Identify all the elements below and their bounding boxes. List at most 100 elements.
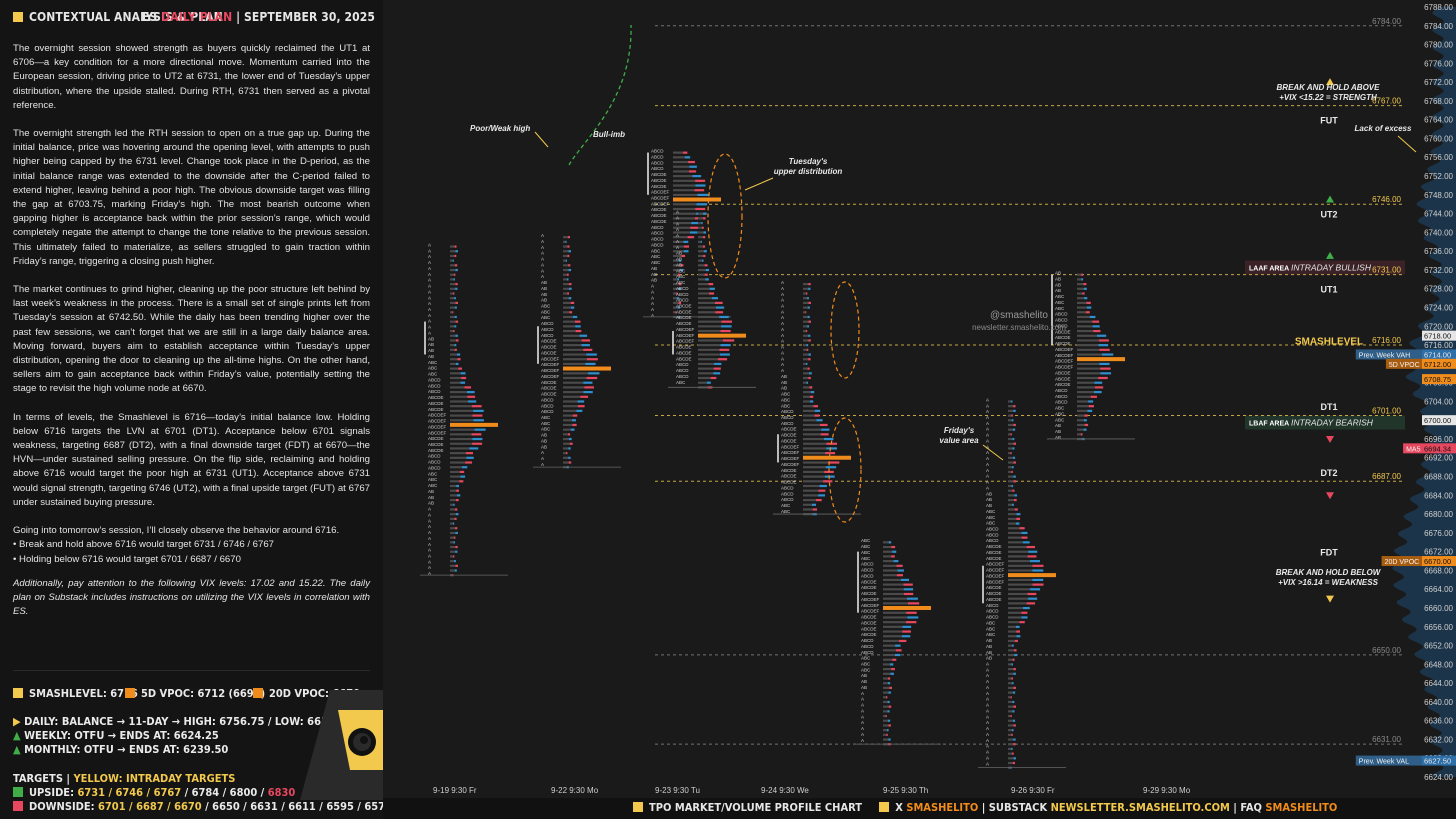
volume-bar-delta xyxy=(813,405,818,408)
volume-bar-grey xyxy=(803,348,807,351)
volume-bar-delta xyxy=(808,287,811,290)
volume-bar-delta xyxy=(566,278,569,281)
upside-extreme: 6830 xyxy=(267,786,296,799)
volume-bar-grey xyxy=(1077,376,1099,380)
arrow-line xyxy=(534,131,549,148)
volume-bar-grey xyxy=(698,353,720,356)
volume-bar-grey xyxy=(1008,456,1013,459)
volume-bar-delta xyxy=(456,484,460,488)
volume-bar-delta xyxy=(678,283,682,286)
tpo-letters: A xyxy=(781,292,784,297)
volume-bar-grey xyxy=(450,447,470,450)
volume-bar-grey xyxy=(1008,513,1017,516)
chart-type-label: TPO MARKET/VOLUME PROFILE CHART xyxy=(649,801,862,814)
volume-bar-delta xyxy=(1012,489,1015,492)
volume-bar-delta xyxy=(1093,391,1102,394)
volume-bar-delta xyxy=(468,400,477,403)
tpo-letters: A xyxy=(428,524,431,529)
volume-bar-delta xyxy=(891,668,895,671)
volume-bar-grey xyxy=(803,386,810,389)
tpo-letters: A xyxy=(986,403,989,408)
tpo-letters: ABCDE xyxy=(676,345,692,350)
volume-bar-delta xyxy=(891,555,895,558)
volume-bar-delta xyxy=(810,391,815,394)
volume-bar-delta xyxy=(1029,560,1040,563)
volume-bar-delta xyxy=(568,297,572,300)
tpo-letters: AB xyxy=(986,497,992,502)
volume-bar-delta xyxy=(1080,433,1083,436)
volume-bar-delta xyxy=(708,283,714,286)
volume-bar-delta xyxy=(1081,278,1084,281)
volume-bar-grey xyxy=(450,475,461,478)
tpo-letters: ABCDEF xyxy=(1055,365,1074,370)
volume-bar-grey xyxy=(883,545,892,549)
volume-bar-grey xyxy=(1077,315,1090,319)
volume-bar-delta xyxy=(806,381,809,384)
volume-bar-grey xyxy=(883,611,907,614)
volume-bar-delta xyxy=(1012,719,1016,722)
y-tick-label: 6656.00 xyxy=(1424,623,1453,632)
paragraph-2: The overnight strength led the RTH sessi… xyxy=(13,128,370,267)
volume-bar-delta xyxy=(584,386,595,389)
volume-bar-delta xyxy=(1084,297,1088,300)
volume-bar-grey xyxy=(1008,635,1017,638)
volume-bar-delta xyxy=(1027,555,1037,558)
tpo-letters: AB xyxy=(676,257,682,262)
tpo-letters: ABCDE xyxy=(428,401,444,406)
volume-bar-delta xyxy=(455,362,459,366)
single-prints-ellipse xyxy=(830,281,860,379)
volume-bar-grey xyxy=(1077,414,1085,417)
tpo-letters: ABCDE xyxy=(861,579,877,584)
level-label: 6731.00 xyxy=(1372,266,1401,275)
volume-bar-grey xyxy=(883,653,895,657)
volume-bar-delta xyxy=(466,456,474,459)
volume-bar-grey xyxy=(1008,475,1014,478)
volume-bar-grey xyxy=(563,315,573,319)
x-tick-label: 9-19 9:30 Fr xyxy=(433,786,477,795)
poc-bar xyxy=(673,197,721,202)
tpo-letters: AB xyxy=(428,342,434,347)
volume-bar-delta xyxy=(1099,348,1110,351)
tpo-chart[interactable]: LAAF AREA INTRADAY BULLISH LBAF AREA INTRAD… xyxy=(383,0,1456,798)
volume-bar-delta xyxy=(816,419,823,422)
tpo-letters: AB xyxy=(541,444,547,449)
volume-bar-delta xyxy=(702,236,706,239)
volume-bar-delta xyxy=(810,395,814,398)
volume-bar-grey xyxy=(1077,278,1082,281)
level-label: 6687.00 xyxy=(1372,472,1401,481)
chart-canvas[interactable]: LAAF AREA INTRADAY BULLISH LBAF AREA INTRAD… xyxy=(383,0,1456,798)
faq-label: FAQ xyxy=(1240,801,1262,814)
substack-link[interactable]: NEWSLETTER.SMASHELITO.COM xyxy=(1050,801,1230,814)
volume-bar-grey xyxy=(1008,583,1033,586)
volume-bar-grey xyxy=(563,240,566,243)
volume-bar-delta xyxy=(1011,470,1013,474)
faq-link[interactable]: SMASHELITO xyxy=(1265,801,1338,814)
x-handle-link[interactable]: SMASHELITO xyxy=(906,801,979,814)
volume-bar-delta xyxy=(694,189,705,192)
tpo-letters: ABC xyxy=(428,477,438,482)
volume-bar-grey xyxy=(1008,592,1028,596)
volume-bar-delta xyxy=(460,372,466,375)
volume-bar-delta xyxy=(825,466,837,469)
volume-bar-grey xyxy=(450,250,456,253)
volume-bar-grey xyxy=(673,193,698,197)
volume-bar-grey xyxy=(1077,283,1084,286)
volume-bar-delta xyxy=(586,358,598,361)
volume-bar-grey xyxy=(883,738,889,741)
volume-bar-grey xyxy=(883,569,898,572)
tpo-letters: ABCDE xyxy=(986,597,1002,602)
tpo-letters: ABCDE xyxy=(428,448,444,453)
volume-bar-grey xyxy=(450,513,456,516)
volume-bar-delta xyxy=(700,240,702,243)
volume-bar-grey xyxy=(563,456,569,459)
downside-targets: DOWNSIDE: 6701 / 6687 / 6670 / 6650 / 66… xyxy=(13,800,430,813)
y-tick-label: 6684.00 xyxy=(1424,491,1453,500)
volume-bar-grey xyxy=(450,264,455,267)
tpo-letters: A xyxy=(428,565,431,570)
volume-bar-delta xyxy=(715,306,725,309)
target-label: FUT xyxy=(1320,116,1338,126)
volume-bar-grey xyxy=(450,315,455,319)
volume-bar-grey xyxy=(698,329,721,333)
vpoc5-text: 5D VPOC: 6712 (6692) xyxy=(141,687,266,700)
volume-bar-grey xyxy=(883,686,890,689)
